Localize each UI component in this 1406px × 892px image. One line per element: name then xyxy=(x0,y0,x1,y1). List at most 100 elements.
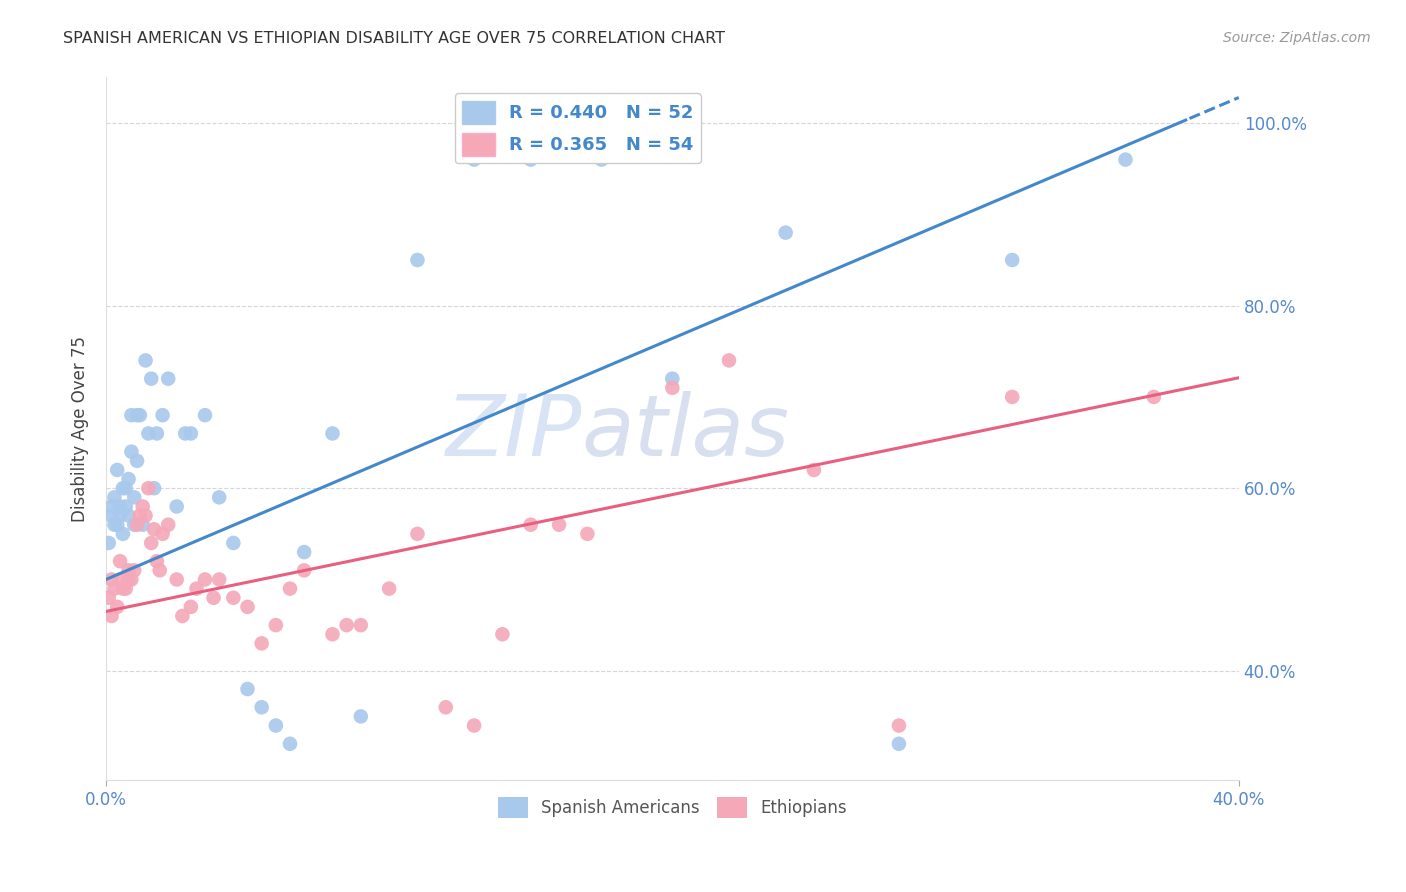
Point xyxy=(1001,390,1024,404)
Point xyxy=(1114,153,1136,167)
Point xyxy=(186,582,208,596)
Point xyxy=(321,627,343,641)
Point xyxy=(576,526,599,541)
Point xyxy=(378,582,401,596)
Point xyxy=(166,500,188,514)
Point xyxy=(548,517,571,532)
Point xyxy=(141,372,163,386)
Point xyxy=(97,536,120,550)
Point xyxy=(174,426,197,441)
Point xyxy=(166,573,188,587)
Point xyxy=(135,508,157,523)
Point xyxy=(321,426,343,441)
Y-axis label: Disability Age Over 75: Disability Age Over 75 xyxy=(72,336,89,522)
Point xyxy=(463,718,485,732)
Point xyxy=(114,481,136,495)
Point xyxy=(887,737,910,751)
Point xyxy=(149,563,172,577)
Point xyxy=(117,573,139,587)
Point xyxy=(250,700,273,714)
Point xyxy=(1143,390,1166,404)
Point xyxy=(105,517,128,532)
Point xyxy=(122,563,145,577)
Point xyxy=(222,591,245,605)
Point xyxy=(222,536,245,550)
Point xyxy=(128,508,150,523)
Point xyxy=(135,353,157,368)
Point xyxy=(350,618,373,632)
Point xyxy=(100,508,122,523)
Point xyxy=(236,599,259,614)
Point xyxy=(208,573,231,587)
Point xyxy=(100,500,122,514)
Point xyxy=(111,582,134,596)
Point xyxy=(157,517,180,532)
Point xyxy=(434,700,457,714)
Point xyxy=(141,536,163,550)
Point xyxy=(278,737,301,751)
Point xyxy=(132,500,155,514)
Text: Source: ZipAtlas.com: Source: ZipAtlas.com xyxy=(1223,31,1371,45)
Point xyxy=(122,517,145,532)
Point xyxy=(103,491,125,505)
Point xyxy=(717,353,740,368)
Point xyxy=(105,599,128,614)
Point xyxy=(146,426,169,441)
Point xyxy=(132,517,155,532)
Point xyxy=(208,491,231,505)
Point xyxy=(128,408,150,422)
Point xyxy=(120,444,142,458)
Point xyxy=(105,463,128,477)
Point xyxy=(775,226,797,240)
Point xyxy=(138,426,160,441)
Point xyxy=(117,508,139,523)
Point xyxy=(100,573,122,587)
Point xyxy=(103,517,125,532)
Point xyxy=(143,481,166,495)
Point xyxy=(250,636,273,650)
Point xyxy=(278,582,301,596)
Point xyxy=(264,618,287,632)
Point xyxy=(125,454,148,468)
Point xyxy=(661,372,683,386)
Point xyxy=(122,491,145,505)
Point xyxy=(1001,252,1024,267)
Point xyxy=(236,681,259,696)
Point xyxy=(146,554,169,568)
Point xyxy=(491,627,513,641)
Point xyxy=(157,372,180,386)
Point xyxy=(111,481,134,495)
Point xyxy=(108,554,131,568)
Point xyxy=(125,517,148,532)
Point xyxy=(108,500,131,514)
Point xyxy=(180,426,202,441)
Point xyxy=(336,618,359,632)
Point xyxy=(406,252,429,267)
Point xyxy=(661,381,683,395)
Point xyxy=(591,153,613,167)
Legend: Spanish Americans, Ethiopians: Spanish Americans, Ethiopians xyxy=(491,790,853,825)
Point xyxy=(125,408,148,422)
Point xyxy=(519,153,541,167)
Point xyxy=(406,526,429,541)
Point xyxy=(194,408,217,422)
Point xyxy=(887,718,910,732)
Point xyxy=(264,718,287,732)
Point xyxy=(194,573,217,587)
Point xyxy=(120,408,142,422)
Point xyxy=(117,563,139,577)
Point xyxy=(114,500,136,514)
Point xyxy=(111,526,134,541)
Point xyxy=(152,408,174,422)
Point xyxy=(103,582,125,596)
Point xyxy=(114,582,136,596)
Point xyxy=(138,481,160,495)
Point xyxy=(172,609,194,624)
Point xyxy=(180,599,202,614)
Point xyxy=(519,517,541,532)
Text: ZIP: ZIP xyxy=(446,391,582,474)
Point xyxy=(108,508,131,523)
Point xyxy=(803,463,825,477)
Point xyxy=(108,573,131,587)
Point xyxy=(202,591,225,605)
